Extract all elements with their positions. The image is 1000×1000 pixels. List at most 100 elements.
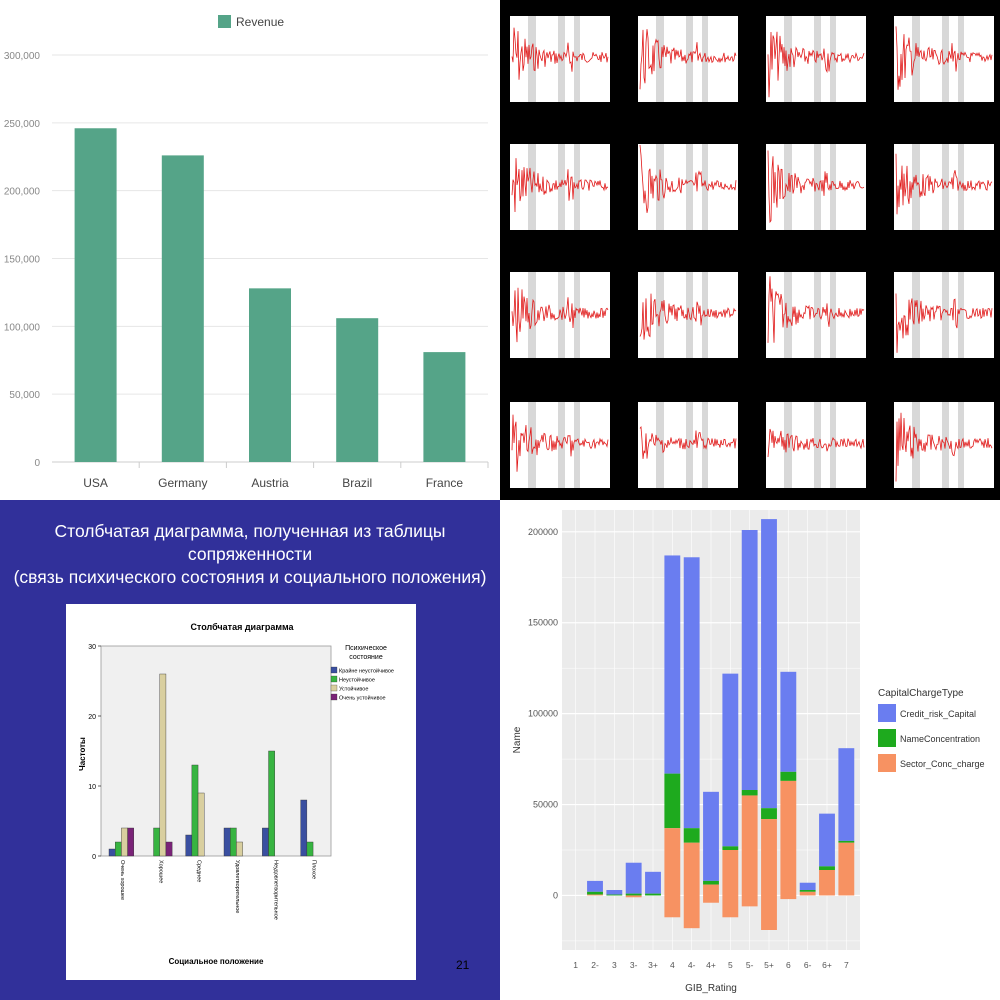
waveform-line bbox=[511, 287, 609, 343]
x-tick-label: 4 bbox=[670, 960, 675, 970]
bar bbox=[153, 827, 160, 857]
legend-label: Credit_risk_Capital bbox=[900, 709, 976, 719]
waveform-cell bbox=[894, 272, 994, 358]
bar-segment bbox=[838, 840, 855, 843]
bar-segment bbox=[664, 828, 681, 918]
waveform-line bbox=[895, 293, 993, 353]
waveform-cell bbox=[894, 402, 994, 488]
waveform-line bbox=[511, 27, 609, 80]
bar bbox=[165, 841, 173, 857]
bar bbox=[108, 848, 116, 857]
cell-band bbox=[574, 272, 580, 358]
legend-swatch bbox=[330, 684, 338, 692]
waveform-small-multiples bbox=[510, 16, 994, 488]
legend-swatch bbox=[330, 675, 338, 683]
cell-band bbox=[958, 16, 964, 102]
waveform-cell bbox=[510, 144, 610, 230]
x-tick-label: Удовлетворительное bbox=[234, 860, 240, 913]
bar-segment bbox=[703, 791, 719, 881]
waveform-cell bbox=[766, 402, 866, 488]
bar-segment bbox=[741, 790, 758, 796]
cell-band bbox=[814, 272, 821, 358]
x-tick-label: 5 bbox=[728, 960, 733, 970]
bar bbox=[115, 841, 122, 857]
legend-title-line-1: Психическое bbox=[345, 645, 387, 652]
cell-band bbox=[686, 144, 693, 230]
slide-title-line-3: (связь психического состояния и социальн… bbox=[13, 567, 487, 587]
bar bbox=[229, 827, 237, 857]
legend-title: CapitalChargeType bbox=[878, 688, 964, 699]
x-tick-label: USA bbox=[83, 476, 108, 490]
bar bbox=[161, 155, 204, 463]
y-tick-label: 50,000 bbox=[9, 390, 40, 401]
chart-title: Столбчатая диаграмма bbox=[190, 622, 294, 632]
cell-band bbox=[656, 402, 664, 488]
y-tick-label: 150000 bbox=[528, 618, 558, 628]
bar-segment bbox=[761, 519, 777, 809]
bar-segment bbox=[683, 828, 700, 843]
cell-band bbox=[686, 16, 693, 102]
bar-segment bbox=[645, 893, 661, 896]
x-tick-label: 2- bbox=[591, 960, 599, 970]
x-tick-label: 1 bbox=[573, 960, 578, 970]
waveform-cell bbox=[766, 272, 866, 358]
legend-swatch bbox=[878, 729, 896, 747]
waveform-line bbox=[639, 29, 737, 90]
plot-background bbox=[100, 645, 332, 857]
bar bbox=[74, 128, 117, 462]
cell-band bbox=[912, 144, 920, 230]
x-tick-label: Среднее bbox=[196, 860, 202, 882]
waveform-cell bbox=[638, 16, 738, 102]
cell-band bbox=[912, 16, 920, 102]
x-tick-label: 5- bbox=[746, 960, 754, 970]
cell-band bbox=[558, 144, 565, 230]
bar bbox=[223, 827, 231, 857]
x-tick-label: Brazil bbox=[342, 476, 372, 490]
cell-band bbox=[574, 16, 580, 102]
bar-segment bbox=[606, 894, 623, 896]
x-tick-label: 5+ bbox=[764, 960, 774, 970]
x-tick-label: Germany bbox=[158, 476, 207, 490]
slide-chart-card: Столбчатая диаграмма 0 10 20 30 Частоты Очень … bbox=[66, 604, 416, 980]
bar-segment bbox=[819, 813, 835, 867]
cell-band bbox=[942, 16, 949, 102]
bar-segment bbox=[645, 871, 661, 894]
y-axis-label: Частоты bbox=[78, 737, 87, 771]
capital-charge-panel: 0 50000 100000 150000 200000 1 2- 3 3- 3+ 4 4- 4+ 5 5-… bbox=[500, 500, 1000, 1000]
x-tick-label: Плохое bbox=[311, 860, 317, 879]
y-axis-label: Name bbox=[512, 726, 523, 753]
legend-label: Неустойчивое bbox=[339, 677, 375, 684]
slide-title: Столбчатая диаграмма, полученная из табл… bbox=[0, 520, 500, 589]
bar-segment bbox=[838, 842, 855, 896]
bar-segment bbox=[625, 862, 642, 894]
cell-band bbox=[574, 144, 580, 230]
bar bbox=[336, 318, 379, 462]
bar-segment bbox=[606, 890, 623, 895]
legend-swatch bbox=[878, 754, 896, 772]
waveform-line bbox=[895, 26, 993, 90]
bar-segment bbox=[799, 891, 816, 896]
bar bbox=[249, 288, 291, 462]
cell-band bbox=[912, 402, 920, 488]
bar-segment bbox=[587, 891, 603, 895]
bar-segment bbox=[722, 850, 739, 918]
x-tick-label: Хорошее bbox=[157, 860, 163, 883]
waveform-cell bbox=[638, 144, 738, 230]
waveform-cell bbox=[894, 16, 994, 102]
y-tick-label: 10 bbox=[88, 784, 96, 791]
legend-label: NameConcentration bbox=[900, 734, 980, 744]
bar bbox=[300, 799, 308, 857]
waveform-line bbox=[511, 414, 609, 472]
y-tick-label: 100000 bbox=[528, 709, 558, 719]
x-tick-label: Очень хорошее bbox=[119, 860, 125, 900]
y-tick-label: 0 bbox=[34, 458, 40, 469]
y-tick-label: 150,000 bbox=[4, 255, 41, 266]
legend-label: Устойчивое bbox=[339, 686, 368, 693]
x-tick-label: 3 bbox=[612, 960, 617, 970]
cell-band bbox=[784, 402, 792, 488]
cell-band bbox=[830, 402, 836, 488]
waveform-line bbox=[639, 293, 737, 340]
bar-segment bbox=[838, 748, 855, 841]
x-tick-label: 6 bbox=[786, 960, 791, 970]
cell-band bbox=[942, 272, 949, 358]
